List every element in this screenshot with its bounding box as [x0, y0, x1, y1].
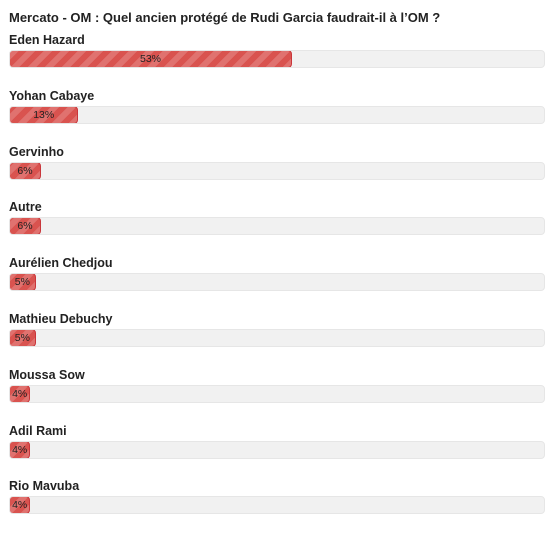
result-bar: 5% — [10, 274, 36, 291]
option-label: Moussa Sow — [9, 367, 85, 382]
option-label: Autre — [9, 200, 42, 215]
result-bar: 13% — [10, 106, 79, 123]
option-label: Yohan Cabaye — [9, 88, 95, 103]
result-bar: 5% — [10, 329, 36, 346]
poll-option[interactable]: Moussa Sow 4% — [9, 367, 546, 423]
poll-option[interactable]: Autre 6% — [9, 199, 546, 255]
option-label: Gervinho — [9, 144, 64, 159]
poll-option[interactable]: Adil Rami 4% — [9, 423, 546, 479]
result-percent: 5% — [14, 276, 30, 289]
result-track: 4% — [9, 496, 545, 515]
result-bar: 4% — [10, 385, 31, 402]
option-label: Adil Rami — [9, 423, 67, 438]
result-percent: 6% — [17, 164, 33, 177]
poll-option[interactable]: Rio Mavuba 4% — [9, 478, 546, 534]
result-track: 6% — [9, 217, 545, 236]
poll-option[interactable]: Yohan Cabaye 13% — [9, 88, 546, 144]
result-track: 13% — [9, 105, 545, 124]
poll-option[interactable]: Aurélien Chedjou 5% — [9, 255, 546, 311]
result-bar: 53% — [10, 51, 293, 67]
option-label: Rio Mavuba — [9, 479, 80, 494]
poll-title: Mercato - OM : Quel ancien protégé de Ru… — [9, 10, 441, 25]
option-label: Aurélien Chedjou — [9, 256, 113, 271]
option-label: Eden Hazard — [9, 33, 85, 47]
poll-option[interactable]: Eden Hazard 53% — [9, 32, 546, 88]
result-bar: 6% — [10, 162, 42, 179]
result-bar: 4% — [10, 497, 31, 514]
result-percent: 6% — [17, 220, 33, 233]
result-percent: 4% — [12, 499, 28, 512]
result-track: 4% — [9, 384, 545, 403]
result-track: 6% — [9, 161, 545, 180]
result-track: 4% — [9, 440, 545, 459]
option-label: Mathieu Debuchy — [9, 311, 113, 326]
result-percent: 13% — [33, 108, 55, 121]
result-percent: 5% — [14, 331, 30, 344]
result-track: 5% — [9, 328, 545, 347]
result-percent: 4% — [12, 387, 28, 400]
result-track: 53% — [9, 50, 545, 68]
result-percent: 53% — [140, 53, 162, 65]
result-bar: 4% — [10, 441, 31, 458]
result-bar: 6% — [10, 218, 42, 235]
poll-option[interactable]: Gervinho 6% — [9, 144, 546, 200]
result-track: 5% — [9, 273, 545, 292]
result-percent: 4% — [12, 443, 28, 456]
poll-option[interactable]: Mathieu Debuchy 5% — [9, 311, 546, 367]
